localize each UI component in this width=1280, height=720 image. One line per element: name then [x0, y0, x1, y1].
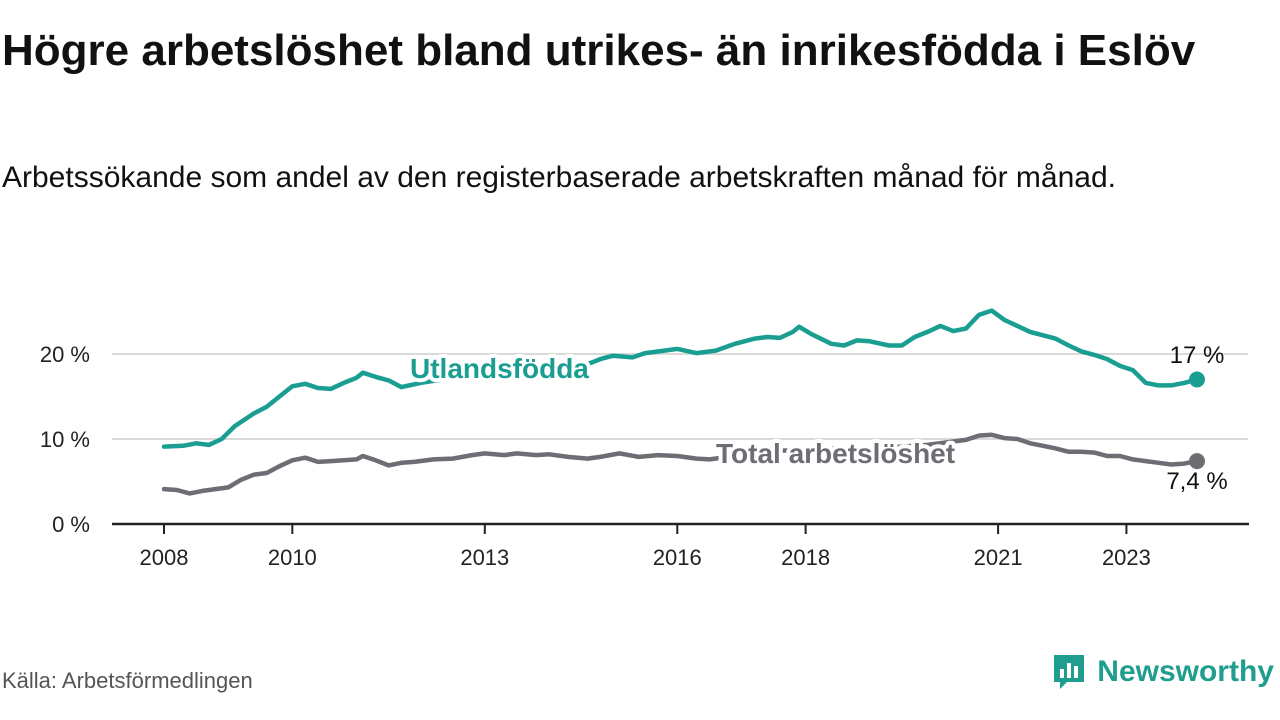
series-endpoint: [1189, 371, 1205, 388]
series-endpoint: [1189, 453, 1205, 470]
series-lines: [161, 308, 1205, 496]
newsworthy-logo-icon: [1054, 655, 1085, 689]
series-line-total: [161, 432, 1200, 496]
gridlines: [112, 353, 1248, 440]
y-tick-label: 0 %: [52, 512, 90, 537]
end-value-label-utlandsfodda: 17 %: [1170, 342, 1225, 369]
series-label-total: Total arbetslöshet: [716, 438, 955, 469]
labels: Utlandsfödda Total arbetslöshet 17 % 7,4 %: [406, 342, 1228, 495]
x-tick-label: 2010: [268, 545, 317, 570]
y-tick-label: 10 %: [40, 427, 90, 452]
x-tick-label: 2008: [140, 545, 189, 570]
source-note: Källa: Arbetsförmedlingen: [2, 668, 253, 693]
x-tick-label: 2023: [1102, 545, 1151, 570]
x-tick-label: 2018: [781, 545, 830, 570]
end-value-label-total: 7,4 %: [1166, 468, 1227, 495]
x-tick-label: 2016: [653, 545, 702, 570]
axes: 0 % 10 % 20 % 2008 2010 2013 2016 2018 2021 2023: [40, 342, 1249, 570]
x-tick-label: 2013: [460, 545, 509, 570]
line-chart: 0 %10 %20 %2008 2010 2013 2016 2018 2021 2023 …: [40, 308, 1249, 570]
brand[interactable]: Newsworthy: [1051, 652, 1274, 692]
x-tick-label: 2021: [974, 545, 1023, 570]
page-subtitle: Arbetssökande som andel av den registerb…: [2, 161, 1116, 194]
series-label-utlandsfodda: Utlandsfödda: [410, 353, 589, 384]
page-title: Högre arbetslöshet bland utrikes- än inr…: [2, 26, 1196, 75]
series-line-utlandsfodda: [161, 308, 1200, 449]
y-tick-label: 20 %: [40, 342, 90, 367]
brand-name: Newsworthy: [1097, 655, 1274, 688]
